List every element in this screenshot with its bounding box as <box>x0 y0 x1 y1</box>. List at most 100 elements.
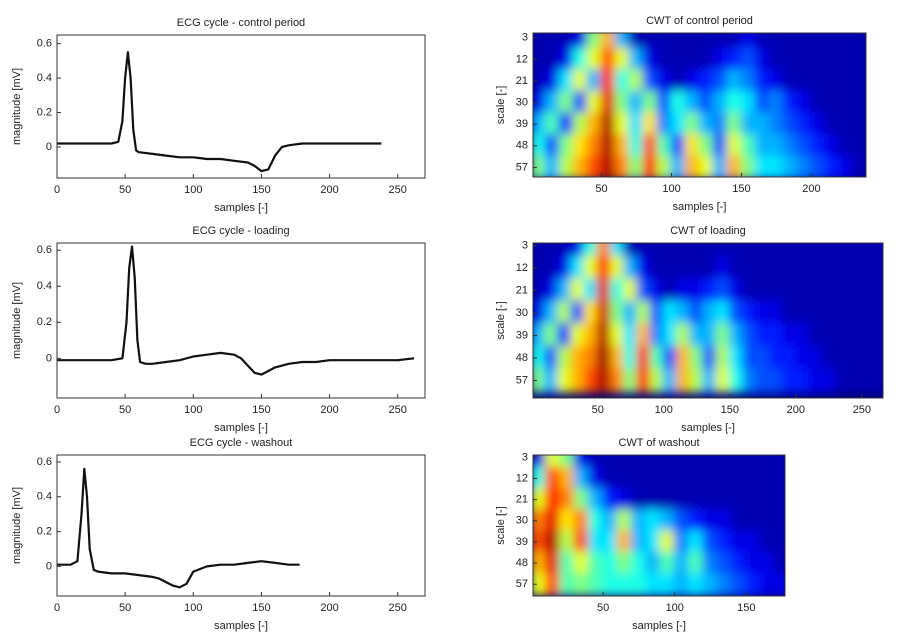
x-tick-label: 50 <box>595 183 607 195</box>
heatmap-cell <box>715 323 731 348</box>
heatmap-cell <box>544 466 562 491</box>
heatmap-cell <box>794 345 811 371</box>
heatmap-cell <box>628 69 645 93</box>
heatmap-cell <box>810 112 827 136</box>
y-axis-label: scale [-] <box>495 301 507 340</box>
heatmap-cell <box>821 255 837 281</box>
y-tick-label: 57 <box>516 161 528 173</box>
x-tick-label: 200 <box>320 404 338 416</box>
heatmap-cell <box>558 69 575 93</box>
heatmap-cell <box>688 509 705 533</box>
heatmap-cell <box>533 345 546 371</box>
heatmap-cell <box>684 155 701 177</box>
heatmap-cell <box>689 255 705 281</box>
heatmap-cell <box>715 368 731 393</box>
x-tick-label: 50 <box>119 184 131 196</box>
y-tick-label: 0.6 <box>37 244 52 256</box>
x-axis-label: samples [-] <box>632 620 686 632</box>
x-tick-label: 150 <box>252 602 270 614</box>
heatmap-cell <box>543 323 560 348</box>
heatmap-cell <box>609 323 626 348</box>
heatmap-cell <box>642 33 659 50</box>
heatmap-cell <box>675 345 692 371</box>
y-axis-label: scale [-] <box>495 506 507 545</box>
y-axis-label: scale [-] <box>495 86 507 125</box>
heatmap-cell <box>616 466 633 491</box>
heatmap-cell <box>642 69 659 93</box>
x-tick-label: 0 <box>54 184 60 196</box>
heatmap-cell <box>712 33 729 50</box>
heatmap-cell <box>649 368 665 393</box>
heatmap-cell <box>628 90 645 115</box>
heatmap-cell <box>759 551 776 575</box>
heatmap-cell <box>602 572 619 596</box>
heatmap-cell <box>570 323 586 348</box>
heatmap-cell <box>688 551 705 575</box>
heatmap-cell <box>600 112 617 136</box>
heatmap-cell <box>559 572 576 596</box>
heatmap-cell <box>754 47 771 72</box>
heatmap-cell <box>689 368 705 393</box>
heatmap-cell <box>715 278 731 303</box>
axes-frame <box>56 454 426 597</box>
heatmap-cell <box>796 47 813 72</box>
heatmap-cell <box>533 134 547 158</box>
heatmap-cell <box>614 112 631 136</box>
heatmap-cell <box>759 530 776 554</box>
heatmap-cell <box>773 455 785 469</box>
heatmap-cell <box>742 300 758 326</box>
heatmap-cell <box>659 509 676 533</box>
heatmap-cell <box>670 134 687 158</box>
heatmap-cell <box>852 47 866 72</box>
heatmap-cell <box>755 255 771 281</box>
heatmap-cell <box>847 368 863 393</box>
heatmap-cell <box>755 243 771 258</box>
heatmap-cell <box>544 134 561 158</box>
heatmap-cell <box>834 368 850 393</box>
heatmap-cell <box>675 323 692 348</box>
heatmap-cell <box>768 345 784 371</box>
heatmap-cell <box>874 255 883 281</box>
heatmap-cell <box>768 112 785 136</box>
heatmap-cell <box>586 90 603 115</box>
heatmap-cell <box>874 323 883 348</box>
heatmap-cell <box>689 278 705 303</box>
heatmap-cell <box>596 300 612 326</box>
heatmap-cell <box>586 112 603 136</box>
heatmap-cell <box>838 33 855 50</box>
heatmap-cell <box>659 488 676 512</box>
axes-frame <box>532 454 786 597</box>
heatmap-cell <box>616 572 633 596</box>
heatmap-cell <box>768 69 785 93</box>
heatmap-cell <box>742 323 758 348</box>
heatmap-cell <box>796 112 813 136</box>
ecg-line <box>57 245 415 376</box>
heatmap-cell <box>782 155 799 177</box>
heatmap-cell <box>586 69 603 93</box>
heatmap-cell <box>630 488 648 512</box>
heatmap-cell <box>796 155 813 177</box>
heatmap-cell <box>557 368 573 393</box>
heatmap-cell <box>847 255 863 281</box>
heatmap-cell <box>745 488 762 512</box>
heatmap-cell <box>759 455 776 469</box>
heatmap-cell <box>544 33 561 50</box>
heatmap-cell <box>860 300 877 326</box>
heatmap-cell <box>773 551 785 575</box>
heatmap-cell <box>794 243 811 258</box>
heatmap-cell <box>702 243 718 258</box>
heatmap-clip <box>533 455 785 596</box>
heatmap-cell <box>570 243 586 258</box>
heatmap-cell <box>602 455 619 469</box>
y-tick-label: 57 <box>516 374 528 386</box>
heatmap-cell <box>623 368 639 393</box>
heatmap-cell <box>557 243 573 258</box>
heatmap-cells <box>533 455 785 596</box>
y-tick-label: 39 <box>516 118 528 130</box>
heatmap-cell <box>558 33 575 50</box>
y-tick-label: 48 <box>516 140 528 152</box>
heatmap-cell <box>768 300 784 326</box>
heatmap-cell <box>600 69 617 93</box>
heatmap-cell <box>623 243 639 258</box>
heatmap-cell <box>852 33 866 50</box>
